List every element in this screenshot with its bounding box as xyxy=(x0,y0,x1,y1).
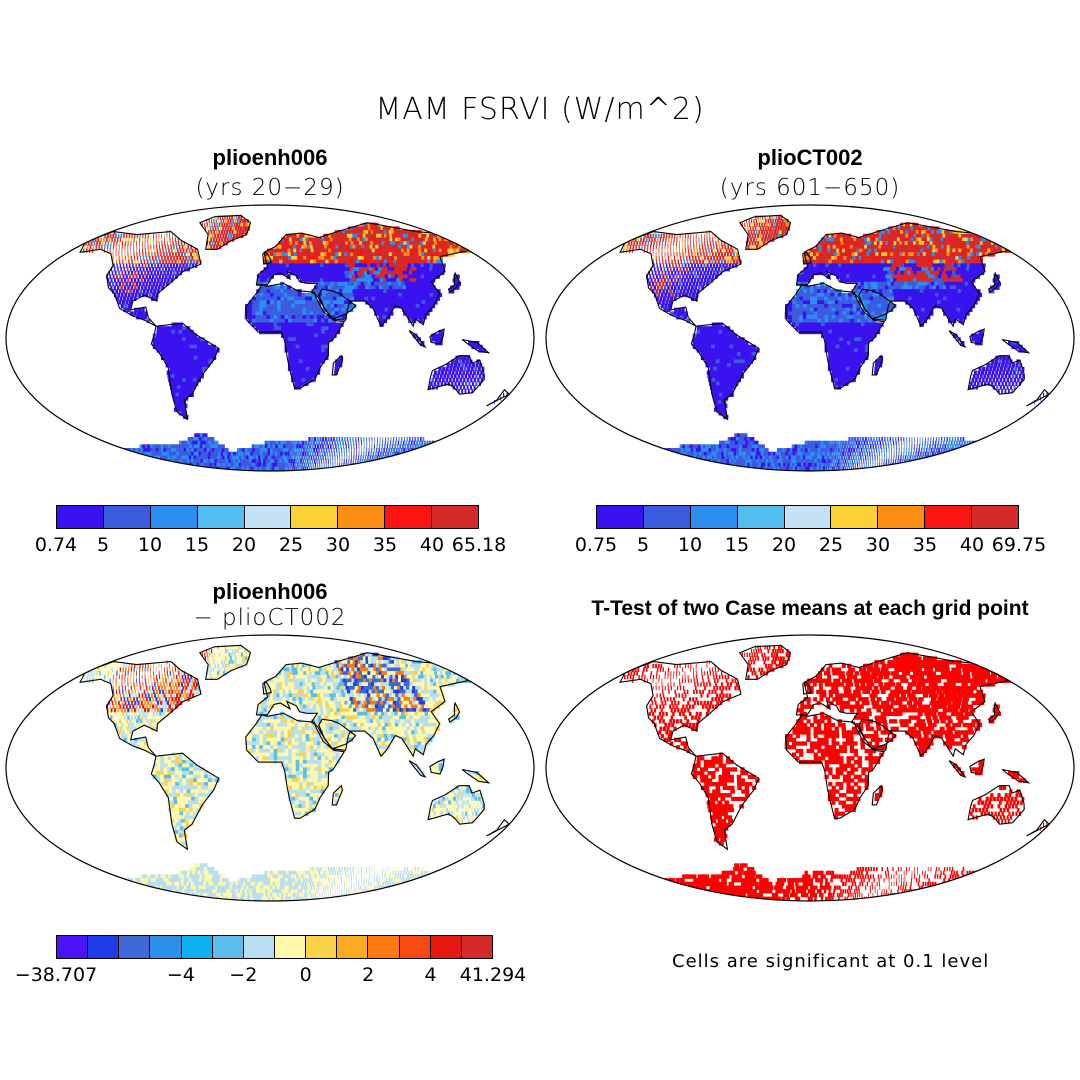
colorbar-swatch xyxy=(244,506,292,528)
colorbar-tick-label: 25 xyxy=(278,534,304,556)
panel-title-tl: plioenh006 xyxy=(212,145,328,170)
colorbar-tick-label: 0.74 xyxy=(34,534,78,556)
colorbar-labels-tr: 0.75 5 10 15 20 25 30 35 40 69.75 xyxy=(575,534,1046,558)
colorbar-labels-bl: −38.707 −4 −2 0 2 4 41.294 xyxy=(15,964,526,988)
colorbar-swatch xyxy=(243,936,275,958)
colorbar-tick-label: 25 xyxy=(818,534,844,556)
colorbar-tick-label: 20 xyxy=(231,534,257,556)
colorbar-tick-label: 10 xyxy=(677,534,703,556)
map-ttest xyxy=(545,634,1075,902)
colorbar-swatch xyxy=(197,506,245,528)
panel-title-br: T-Test of two Case means at each grid po… xyxy=(591,597,1029,620)
coastlines xyxy=(79,214,511,421)
colorbar-tick-label: 10 xyxy=(137,534,163,556)
map-frame xyxy=(545,204,1075,472)
figure-title: MAM FSRVI (W/m^2) xyxy=(375,92,705,127)
colorbar-swatch xyxy=(878,506,926,528)
colorbar-swatch xyxy=(831,506,879,528)
colorbar-tick-label: 35 xyxy=(372,534,398,556)
colorbar-tick-label: 35 xyxy=(912,534,938,556)
colorbar-labels-tl: 0.74 5 10 15 20 25 30 35 40 65.18 xyxy=(35,534,506,558)
colorbar-swatch xyxy=(972,506,1019,528)
colorbar-tick-label: 0 xyxy=(299,964,312,986)
panel-subtitle-bl: − plioCT002 xyxy=(193,605,347,631)
colorbar-tick-label: 40 xyxy=(419,534,445,556)
colorbar-tick-label: 0.75 xyxy=(574,534,618,556)
colorbar-tick-label: −38.707 xyxy=(14,964,98,986)
colorbar-tick-label: −2 xyxy=(229,964,258,986)
colorbar-swatch xyxy=(784,506,832,528)
coastlines xyxy=(79,644,511,851)
colorbar-swatch xyxy=(385,506,433,528)
colorbar-tick-label: 15 xyxy=(184,534,210,556)
colorbar-tick-label: 15 xyxy=(724,534,750,556)
colorbar-swatch xyxy=(461,936,492,958)
colorbar-swatch xyxy=(690,506,738,528)
panel-subtitle-tr: (yrs 601−650) xyxy=(719,175,901,201)
grid-cells xyxy=(77,215,508,471)
map-difference xyxy=(5,634,535,902)
colorbar-tl xyxy=(56,505,479,529)
colorbar-swatch xyxy=(150,936,182,958)
colorbar-swatch xyxy=(119,936,151,958)
colorbar-swatch xyxy=(368,936,400,958)
colorbar-swatch xyxy=(737,506,785,528)
coastlines xyxy=(619,644,1051,851)
colorbar-bl xyxy=(56,935,493,959)
significance-note: Cells are significant at 0.1 level xyxy=(672,951,990,972)
colorbar-tick-label: 30 xyxy=(325,534,351,556)
panel-title-bl: plioenh006 xyxy=(212,579,328,604)
colorbar-tick-label: −4 xyxy=(166,964,195,986)
map-frame xyxy=(5,634,535,902)
colorbar-swatch xyxy=(57,506,104,528)
colorbar-swatch xyxy=(432,506,479,528)
colorbar-tick-label: 65.18 xyxy=(451,534,507,556)
colorbar-swatch xyxy=(337,936,369,958)
colorbar-swatch xyxy=(399,936,431,958)
colorbar-swatch xyxy=(274,936,307,958)
colorbar-swatch xyxy=(103,506,151,528)
colorbar-swatch xyxy=(88,936,120,958)
colorbar-swatch xyxy=(181,936,213,958)
map-frame xyxy=(5,204,535,472)
map-plioenh006 xyxy=(5,204,535,472)
colorbar-swatch xyxy=(306,936,338,958)
colorbar-swatch xyxy=(212,936,244,958)
grid-cells xyxy=(617,215,1048,471)
colorbar-tick-label: 69.75 xyxy=(991,534,1047,556)
colorbar-tick-label: 5 xyxy=(96,534,110,556)
colorbar-tr xyxy=(596,505,1019,529)
colorbar-swatch xyxy=(430,936,462,958)
colorbar-tick-label: 5 xyxy=(636,534,650,556)
grid-cells xyxy=(619,645,1048,901)
colorbar-swatch xyxy=(597,506,644,528)
grid-cells xyxy=(77,645,508,901)
colorbar-swatch xyxy=(57,936,89,958)
colorbar-swatch xyxy=(643,506,691,528)
colorbar-swatch xyxy=(150,506,198,528)
colorbar-swatch xyxy=(291,506,339,528)
colorbar-tick-label: 4 xyxy=(424,964,437,986)
colorbar-swatch xyxy=(338,506,386,528)
colorbar-tick-label: 20 xyxy=(771,534,797,556)
colorbar-tick-label: 41.294 xyxy=(459,964,527,986)
colorbar-tick-label: 40 xyxy=(959,534,985,556)
map-plioCT002 xyxy=(545,204,1075,472)
coastlines xyxy=(619,214,1051,421)
panel-subtitle-tl: (yrs 20−29) xyxy=(195,175,345,201)
colorbar-tick-label: 30 xyxy=(865,534,891,556)
panel-title-tr: plioCT002 xyxy=(757,145,863,170)
colorbar-swatch xyxy=(925,506,973,528)
colorbar-tick-label: 2 xyxy=(362,964,375,986)
map-frame xyxy=(545,634,1075,902)
